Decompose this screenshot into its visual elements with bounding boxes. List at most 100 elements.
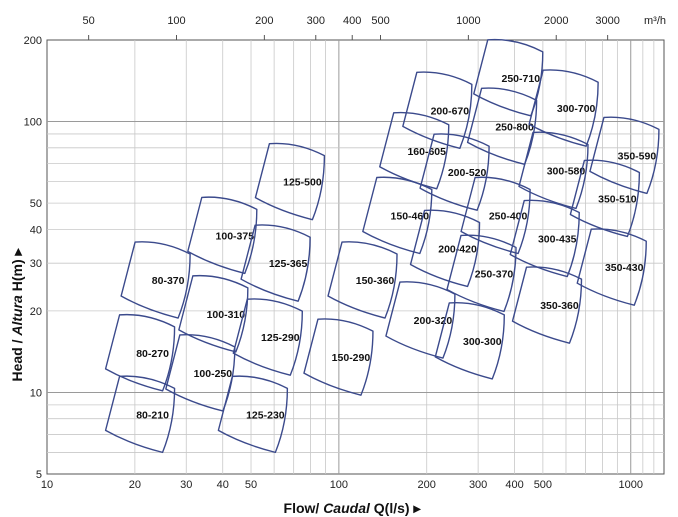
pump-region-label: 300-580 xyxy=(547,165,586,177)
pump-region: 80-210 xyxy=(104,375,176,454)
pump-region-label: 150-460 xyxy=(391,210,430,222)
y-tick-label: 20 xyxy=(30,306,42,318)
x-tick-label: 200 xyxy=(418,479,436,491)
y-tick-label: 50 xyxy=(30,198,42,210)
pump-region-label: 80-370 xyxy=(152,275,185,287)
pump-region-outline xyxy=(466,87,538,166)
pump-region-label: 160-605 xyxy=(407,146,446,158)
pump-region-outline xyxy=(589,116,660,195)
pump-region: 160-605 xyxy=(379,111,450,190)
top-tick-label: 300 xyxy=(307,15,325,27)
plot-frame xyxy=(46,39,665,475)
pump-region-label: 300-700 xyxy=(557,103,596,115)
pump-region: 200-320 xyxy=(385,281,456,359)
pump-region: 100-310 xyxy=(178,274,249,353)
pump-region-label: 125-230 xyxy=(246,409,285,421)
pump-region-outline xyxy=(528,69,599,147)
pump-region-outline xyxy=(576,228,647,306)
pump-region-outline xyxy=(402,71,473,150)
pump-region-label: 250-800 xyxy=(495,121,534,133)
pump-region-outline xyxy=(511,266,583,344)
pump-region: 300-435 xyxy=(509,199,580,278)
y-tick-label: 200 xyxy=(24,35,42,47)
pump-region-label: 100-375 xyxy=(216,230,255,242)
x-tick-label: 500 xyxy=(534,479,552,491)
x-tick-label: 100 xyxy=(330,479,348,491)
y-tick-label: 10 xyxy=(30,387,42,399)
x-tick-label: 30 xyxy=(180,479,192,491)
pump-region-outline xyxy=(303,318,374,396)
pump-region-outline xyxy=(569,159,641,238)
pump-region-outline xyxy=(104,313,176,392)
pump-region-outline xyxy=(434,301,505,380)
pump-region-label: 80-270 xyxy=(136,348,169,360)
x-tick-label: 400 xyxy=(505,479,523,491)
pump-region-label: 250-710 xyxy=(502,73,541,85)
pump-region: 300-300 xyxy=(434,301,505,380)
x-tick-label: 1000 xyxy=(619,479,643,491)
pump-region: 150-360 xyxy=(327,241,398,319)
pump-region-outline xyxy=(187,196,258,275)
pump-region: 350-360 xyxy=(511,266,583,344)
pump-region-outline xyxy=(327,241,398,319)
pump-region-outline xyxy=(217,375,289,454)
pump-region-label: 100-310 xyxy=(207,309,246,321)
pump-region: 100-375 xyxy=(187,196,258,275)
pump-region-label: 200-520 xyxy=(448,167,487,179)
pump-region-label: 250-400 xyxy=(489,210,528,222)
y-axis-title: Head / Altura H(m) ▸ xyxy=(9,248,25,382)
pump-region: 125-230 xyxy=(217,375,289,454)
pump-region-label: 300-435 xyxy=(538,234,577,246)
pump-region-label: 200-670 xyxy=(431,105,470,117)
pump-region-label: 125-365 xyxy=(269,258,308,270)
pump-region-outline xyxy=(509,199,580,278)
pump-region-label: 350-430 xyxy=(605,262,644,274)
top-tick-label: 400 xyxy=(343,15,361,27)
pump-region-outline xyxy=(232,298,304,376)
top-tick-label: 1000 xyxy=(456,15,480,27)
pump-region-outline xyxy=(254,142,326,221)
pump-region-outline xyxy=(379,111,450,190)
pump-region-label: 350-590 xyxy=(618,150,657,162)
pump-region: 125-290 xyxy=(232,298,304,376)
pump-region-outline xyxy=(518,131,589,210)
pump-region-label: 150-290 xyxy=(332,352,371,364)
pump-region-outline xyxy=(120,241,191,319)
pump-region: 125-500 xyxy=(254,142,326,221)
pump-region: 250-370 xyxy=(446,234,517,313)
pump-region-label: 250-370 xyxy=(475,268,514,280)
pump-region-outline xyxy=(178,274,249,353)
pump-region-label: 350-360 xyxy=(540,300,579,312)
top-tick-label: 3000 xyxy=(595,15,619,27)
pump-region: 80-270 xyxy=(104,313,176,392)
pump-region: 300-580 xyxy=(518,131,589,210)
pump-region: 125-365 xyxy=(240,224,311,302)
y-tick-label: 5 xyxy=(36,469,42,481)
pump-regions: 80-210 80-270 80-370 100-250 100-310 100-375 1… xyxy=(104,38,660,454)
pump-region-label: 125-290 xyxy=(261,332,300,344)
pump-region: 200-670 xyxy=(402,71,473,150)
pump-region: 350-430 xyxy=(576,228,647,306)
pump-region: 350-590 xyxy=(589,116,660,195)
top-axis-unit: m³/h xyxy=(644,15,666,27)
pump-region: 250-400 xyxy=(460,176,531,255)
top-tick-label: 500 xyxy=(371,15,389,27)
x-tick-label: 40 xyxy=(217,479,229,491)
pump-region: 250-800 xyxy=(466,87,538,166)
top-tick-label: 200 xyxy=(255,15,273,27)
pump-region-outline xyxy=(240,224,311,302)
pump-region: 80-370 xyxy=(120,241,191,319)
pump-region: 300-700 xyxy=(528,69,599,147)
x-axis-title: Flow/ Caudal Q(l/s) ▸ xyxy=(284,500,422,516)
pump-region-label: 100-250 xyxy=(194,368,233,380)
pump-region-label: 80-210 xyxy=(136,409,169,421)
pump-region-label: 350-510 xyxy=(598,193,637,205)
pump-region-outline xyxy=(104,375,176,454)
top-tick-label: 50 xyxy=(83,15,95,27)
pump-region-label: 150-360 xyxy=(356,275,395,287)
top-tick-label: 2000 xyxy=(544,15,568,27)
pump-region-outline xyxy=(446,234,517,313)
y-tick-label: 100 xyxy=(24,117,42,129)
pump-region: 150-290 xyxy=(303,318,374,396)
